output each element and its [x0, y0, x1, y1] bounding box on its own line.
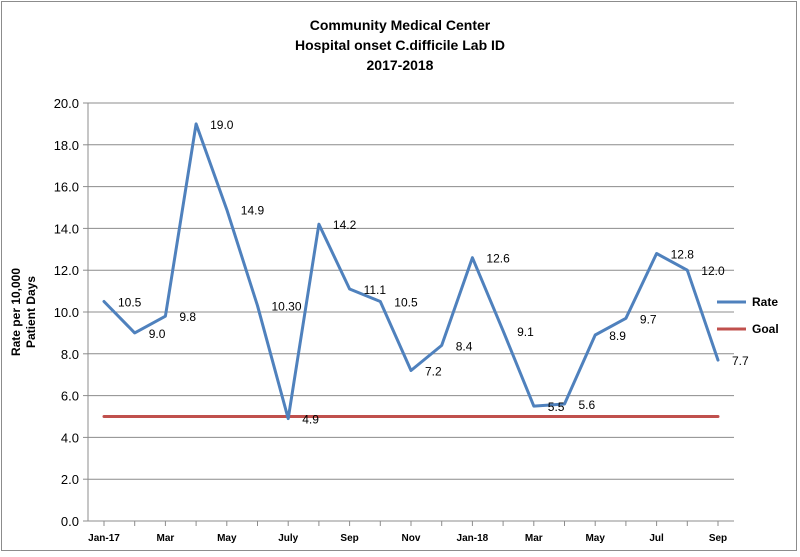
data-label: 8.9	[609, 329, 626, 343]
y-tick-label: 2.0	[61, 472, 79, 487]
x-tick-label: Nov	[402, 533, 421, 544]
y-tick-label: 10.0	[54, 305, 79, 320]
gridlines	[83, 102, 734, 522]
y-tick-label: 14.0	[54, 221, 79, 236]
data-label: 7.2	[425, 365, 442, 379]
y-axis-label-line: Rate per 10,000	[9, 268, 23, 356]
data-label: 12.6	[486, 252, 510, 266]
y-tick-label: 0.0	[61, 514, 79, 529]
x-tick-label: May	[585, 533, 605, 544]
y-tick-label: 20.0	[54, 96, 79, 111]
y-tick-label: 12.0	[54, 263, 79, 278]
x-tick-label: Sep	[709, 533, 727, 544]
data-labels: 10.5 9.0 9.8 19.0 14.9 10.30 4.9 14.2 11.1 10.5 7.…	[118, 118, 749, 427]
data-label: 4.9	[302, 413, 319, 427]
y-tick-label: 6.0	[61, 389, 79, 404]
series-lines	[102, 122, 720, 421]
legend-label-goal: Goal	[752, 322, 779, 336]
data-label: 5.6	[579, 398, 596, 412]
y-tick-label: 8.0	[61, 347, 79, 362]
series-line-rate	[102, 122, 720, 421]
axes	[87, 103, 734, 522]
data-label: 9.7	[640, 312, 657, 326]
x-tick-label: Jan-17	[88, 533, 120, 544]
data-label: 9.0	[149, 327, 166, 341]
x-tick-label: Jan-18	[457, 533, 489, 544]
y-axis-ticks: 0.0 2.0 4.0 6.0 8.0 10.0 12.0 14.0 16.0 18.0 20.0	[54, 96, 79, 529]
data-label: 14.9	[241, 204, 265, 218]
x-tick-label: Mar	[157, 533, 175, 544]
data-label: 10.5	[118, 296, 142, 310]
data-label: 9.1	[517, 325, 534, 339]
x-tick-label: May	[217, 533, 237, 544]
x-tick-label: Mar	[525, 533, 543, 544]
data-label: 9.8	[179, 310, 196, 324]
y-tick-label: 18.0	[54, 138, 79, 153]
chart-title-line: 2017-2018	[367, 57, 434, 73]
y-tick-label: 16.0	[54, 180, 79, 195]
y-tick-label: 4.0	[61, 430, 79, 445]
chart-title-line: Hospital onset C.difficile Lab ID	[295, 37, 505, 53]
data-label: 12.0	[701, 264, 725, 278]
x-tick-label: July	[278, 533, 298, 544]
chart-title-line: Community Medical Center	[310, 17, 491, 33]
data-label: 5.5	[548, 400, 565, 414]
data-label: 10.5	[394, 296, 418, 310]
data-label: 7.7	[732, 354, 749, 368]
data-label: 10.30	[272, 300, 302, 314]
data-label: 11.1	[364, 283, 387, 297]
y-axis-label-line: Patient Days	[24, 276, 38, 348]
x-axis-ticks: Jan-17 Mar May July Sep Nov Jan-18 Mar May Jul Sep	[88, 521, 727, 544]
data-label: 14.2	[333, 218, 357, 232]
x-tick-label: Jul	[649, 533, 664, 544]
data-label: 19.0	[210, 118, 234, 132]
data-label: 8.4	[456, 339, 473, 353]
y-axis-label: Rate per 10,000 Patient Days	[9, 268, 38, 356]
legend-label-rate: Rate	[752, 295, 778, 309]
data-label: 12.8	[671, 247, 695, 261]
legend: Rate Goal	[717, 295, 779, 336]
chart-title: Community Medical Center Hospital onset C…	[295, 17, 505, 73]
x-tick-label: Sep	[340, 533, 358, 544]
